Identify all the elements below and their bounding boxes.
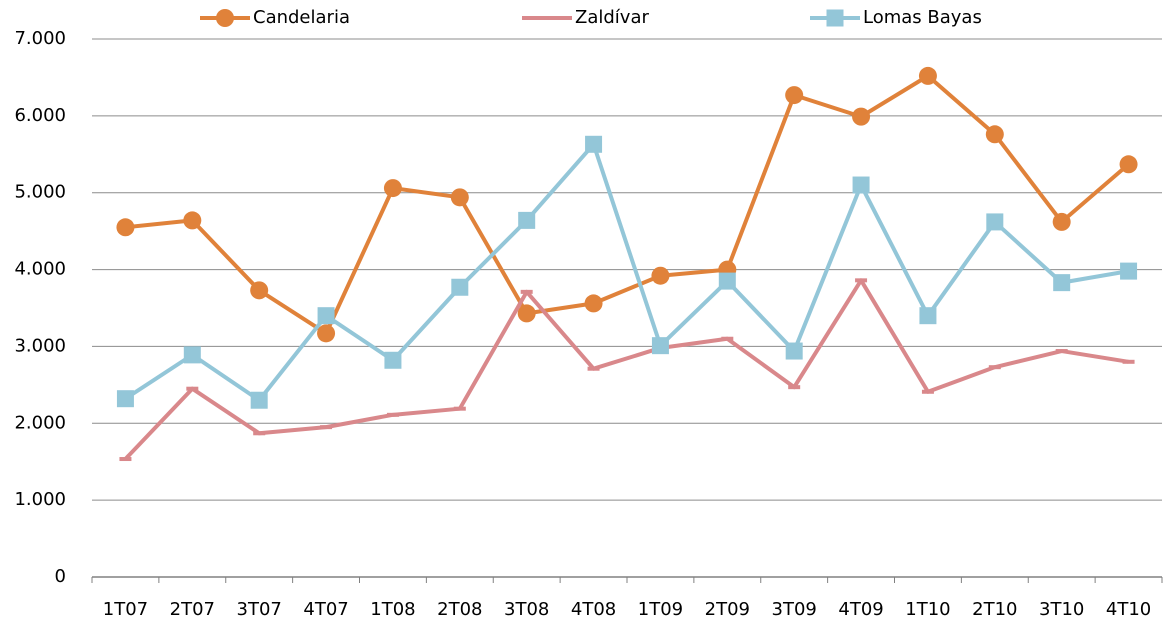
y-tick-label: 2.000 xyxy=(14,412,66,433)
data-point xyxy=(250,391,268,409)
data-point xyxy=(651,266,670,285)
data-point xyxy=(651,337,669,355)
y-tick-label: 7.000 xyxy=(14,28,66,49)
legend-marker xyxy=(216,9,234,27)
x-tick-label: 4T08 xyxy=(571,599,616,620)
data-point xyxy=(918,66,937,85)
x-tick-label: 2T08 xyxy=(437,599,482,620)
data-point xyxy=(116,390,134,408)
series-line xyxy=(125,73,1130,336)
data-point xyxy=(785,342,803,360)
y-tick-label: 5.000 xyxy=(14,182,66,203)
x-tick-label: 1T10 xyxy=(905,599,950,620)
data-point xyxy=(718,272,736,290)
data-point xyxy=(986,213,1004,231)
x-tick-label: 3T07 xyxy=(237,599,282,620)
data-point xyxy=(384,351,402,369)
data-point xyxy=(383,179,402,198)
data-point xyxy=(785,86,804,105)
legend-label: Zaldívar xyxy=(575,7,649,28)
x-tick-label: 4T10 xyxy=(1106,599,1151,620)
data-point xyxy=(183,346,201,364)
data-point xyxy=(919,307,937,325)
x-tick-label: 4T07 xyxy=(303,599,348,620)
data-point xyxy=(518,211,536,229)
y-tick-label: 1.000 xyxy=(14,489,66,510)
y-tick-label: 3.000 xyxy=(14,335,66,356)
data-point xyxy=(450,188,469,207)
data-point xyxy=(317,307,335,325)
data-point xyxy=(1053,274,1071,292)
legend-marker xyxy=(826,9,844,27)
data-point xyxy=(317,324,336,343)
data-point xyxy=(585,135,603,153)
data-point xyxy=(116,218,135,237)
x-tick-label: 1T09 xyxy=(638,599,683,620)
data-point xyxy=(250,281,269,300)
series-line xyxy=(124,142,1129,403)
x-tick-label: 2T07 xyxy=(170,599,215,620)
data-point xyxy=(852,107,871,126)
y-tick-label: 0 xyxy=(55,566,66,587)
data-point xyxy=(985,125,1004,144)
y-tick-label: 6.000 xyxy=(14,105,66,126)
data-point xyxy=(1119,155,1138,174)
data-point xyxy=(183,211,202,230)
data-point xyxy=(517,304,536,323)
data-point xyxy=(584,294,603,313)
x-tick-label: 2T10 xyxy=(972,599,1017,620)
x-tick-label: 2T09 xyxy=(705,599,750,620)
series-line xyxy=(123,278,1129,461)
legend-label: Candelaria xyxy=(253,7,350,28)
data-point xyxy=(1120,262,1138,280)
x-tick-label: 3T09 xyxy=(772,599,817,620)
x-tick-label: 1T08 xyxy=(370,599,415,620)
x-tick-label: 4T09 xyxy=(838,599,883,620)
x-tick-label: 1T07 xyxy=(103,599,148,620)
x-tick-label: 3T08 xyxy=(504,599,549,620)
x-tick-label: 3T10 xyxy=(1039,599,1084,620)
data-point xyxy=(1052,212,1071,231)
data-point xyxy=(852,176,870,194)
y-tick-label: 4.000 xyxy=(14,259,66,280)
data-point xyxy=(451,278,469,296)
legend-label: Lomas Bayas xyxy=(863,7,982,28)
